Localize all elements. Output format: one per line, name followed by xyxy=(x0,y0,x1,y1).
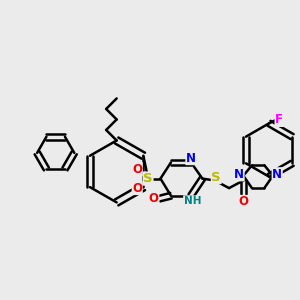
Text: NH: NH xyxy=(184,196,201,206)
Text: O: O xyxy=(132,182,142,194)
Text: N: N xyxy=(272,168,282,181)
Text: F: F xyxy=(275,113,283,126)
Text: O: O xyxy=(132,163,142,176)
Text: N: N xyxy=(234,168,244,181)
Text: S: S xyxy=(143,172,153,185)
Text: N: N xyxy=(186,152,196,165)
Text: S: S xyxy=(212,171,221,184)
Text: O: O xyxy=(149,192,159,205)
Text: O: O xyxy=(238,195,248,208)
